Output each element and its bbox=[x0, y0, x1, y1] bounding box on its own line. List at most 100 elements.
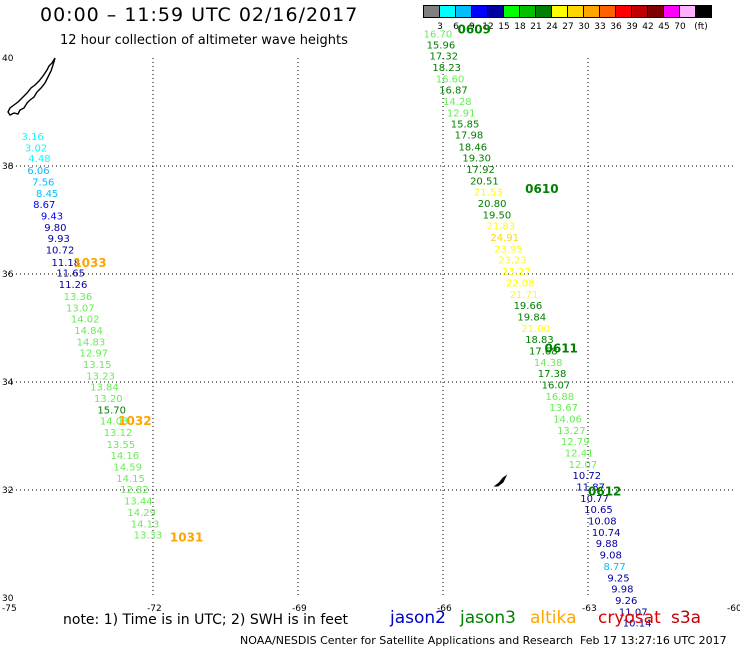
wave-height-value: 12.91 bbox=[447, 108, 476, 119]
wave-height-value: 14.29 bbox=[127, 508, 156, 519]
wave-height-value: 8.45 bbox=[36, 189, 58, 200]
y-tick-label: 38 bbox=[2, 162, 14, 172]
y-tick-label: 36 bbox=[2, 270, 14, 280]
wave-height-value: 20.51 bbox=[470, 176, 499, 187]
legend-swatches bbox=[423, 5, 712, 18]
wave-height-value: 16.07 bbox=[542, 380, 571, 391]
pass-time-label: 1032 bbox=[118, 414, 151, 428]
wave-height-value: 15.70 bbox=[97, 405, 126, 416]
wave-height-value: 14.59 bbox=[113, 463, 142, 474]
wave-height-value: 11.87 bbox=[576, 483, 605, 494]
wave-height-value: 13.15 bbox=[83, 360, 112, 371]
wave-height-value: 14.06 bbox=[553, 415, 582, 426]
y-tick-label: 32 bbox=[2, 486, 13, 496]
wave-height-value: 19.50 bbox=[483, 210, 512, 221]
wave-height-value: 10.74 bbox=[592, 528, 621, 539]
wave-height-value: 13.33 bbox=[134, 531, 163, 542]
pass-time-label: 0611 bbox=[545, 341, 578, 355]
wave-height-value: 14.02 bbox=[71, 315, 100, 326]
wave-height-value: 22.08 bbox=[506, 278, 535, 289]
wave-height-value: 17.98 bbox=[455, 130, 484, 141]
x-tick-label: -69 bbox=[292, 604, 307, 614]
wave-height-value: 11.26 bbox=[59, 280, 88, 291]
wave-height-value: 12.79 bbox=[561, 437, 590, 448]
wave-height-value: 18.83 bbox=[525, 335, 554, 346]
wave-height-value: 14.28 bbox=[443, 97, 472, 108]
legend-label: 45 bbox=[658, 22, 670, 32]
wave-height-value: 14.03 bbox=[100, 417, 129, 428]
wave-height-value: 17.32 bbox=[429, 52, 458, 63]
pass-time-label: 0609 bbox=[458, 23, 491, 37]
pass-time-label: 1031 bbox=[170, 530, 203, 544]
wave-height-value: 14.84 bbox=[74, 326, 103, 337]
wave-height-value: 20.80 bbox=[478, 199, 507, 210]
wave-height-value: 13.36 bbox=[64, 292, 93, 303]
legend-label: 39 bbox=[626, 22, 638, 32]
credit-timestamp: Feb 17 13:27:16 UTC 2017 bbox=[580, 634, 727, 647]
page-subtitle: 12 hour collection of altimeter wave hei… bbox=[60, 33, 348, 48]
wave-height-value: 14.16 bbox=[110, 451, 139, 462]
wave-height-value: 10.72 bbox=[46, 245, 75, 256]
legend-label: 3 bbox=[437, 22, 443, 32]
wave-height-value: 8.67 bbox=[33, 200, 55, 211]
wave-height-value: 19.66 bbox=[514, 301, 543, 312]
legend-label: 18 bbox=[514, 22, 526, 32]
wave-height-value: 23.27 bbox=[502, 267, 531, 278]
wave-height-value: 14.38 bbox=[534, 358, 563, 369]
legend-label: 70 bbox=[674, 22, 686, 32]
wave-height-value: 15.96 bbox=[427, 40, 456, 51]
wave-height-value: 15.85 bbox=[451, 120, 480, 131]
satellite-s3a: s3a bbox=[671, 608, 702, 628]
wave-height-value: 9.88 bbox=[596, 539, 618, 550]
footer-note: note: 1) Time is in UTC; 2) SWH is in fe… bbox=[63, 612, 349, 628]
wave-height-value: 16.87 bbox=[439, 86, 468, 97]
wave-height-value: 21.00 bbox=[521, 324, 550, 335]
wave-height-value: 13.20 bbox=[94, 394, 123, 405]
island-outline bbox=[493, 474, 508, 487]
wave-height-value: 13.44 bbox=[124, 497, 153, 508]
wave-height-value: 21.53 bbox=[474, 188, 503, 199]
legend-swatch bbox=[695, 5, 712, 18]
wave-height-value: 19.84 bbox=[517, 312, 546, 323]
wave-height-value: 13.12 bbox=[104, 428, 133, 439]
wave-height-value: 11.65 bbox=[56, 269, 85, 280]
wave-height-value: 12.07 bbox=[569, 460, 598, 471]
legend-label: 6 bbox=[453, 22, 459, 32]
wave-height-value: 9.26 bbox=[615, 596, 637, 607]
y-tick-label: 30 bbox=[2, 594, 14, 604]
wave-height-value: 10.65 bbox=[584, 505, 613, 516]
wave-height-value: 13.23 bbox=[86, 371, 115, 382]
wave-height-value: 13.67 bbox=[549, 403, 578, 414]
wave-height-value: 11.07 bbox=[619, 607, 648, 618]
wave-height-value: 10.72 bbox=[573, 471, 602, 482]
wave-height-value: 14.15 bbox=[116, 474, 145, 485]
wave-height-value: 8.77 bbox=[603, 562, 625, 573]
wave-height-value: 9.98 bbox=[611, 585, 633, 596]
wave-height-value: 12.97 bbox=[80, 349, 109, 360]
legend-label: 15 bbox=[498, 22, 510, 32]
legend-label: 21 bbox=[530, 22, 542, 32]
wave-height-value: 3.02 bbox=[25, 143, 47, 154]
wave-height-value: 6.06 bbox=[27, 166, 49, 177]
satellite-cryosat: cryosat bbox=[598, 608, 661, 628]
wave-height-value: 16.70 bbox=[424, 29, 453, 40]
wave-height-value: 14.83 bbox=[77, 337, 106, 348]
wave-height-value: 17.92 bbox=[466, 165, 495, 176]
wave-height-value: 9.80 bbox=[44, 223, 66, 234]
credit-text: NOAA/NESDIS Center for Satellite Applica… bbox=[240, 634, 574, 647]
page-title: 00:00 – 11:59 UTC 02/16/2017 bbox=[40, 4, 359, 26]
legend-label: 33 bbox=[594, 22, 606, 32]
satellite-jason3: jason3 bbox=[460, 608, 516, 628]
wave-height-value: 21.71 bbox=[510, 290, 539, 301]
wave-height-value: 16.88 bbox=[545, 392, 574, 403]
wave-height-value: 13.84 bbox=[90, 383, 119, 394]
wave-height-value: 4.48 bbox=[28, 154, 50, 165]
wave-height-value: 11.18 bbox=[52, 258, 81, 269]
wave-height-value: 9.43 bbox=[41, 211, 63, 222]
y-tick-label: 40 bbox=[2, 54, 14, 64]
wave-height-value: 18.23 bbox=[432, 63, 461, 74]
coastline-outline bbox=[7, 57, 56, 116]
wave-height-value: 24.91 bbox=[490, 233, 519, 244]
wave-height-value: 7.56 bbox=[32, 177, 54, 188]
